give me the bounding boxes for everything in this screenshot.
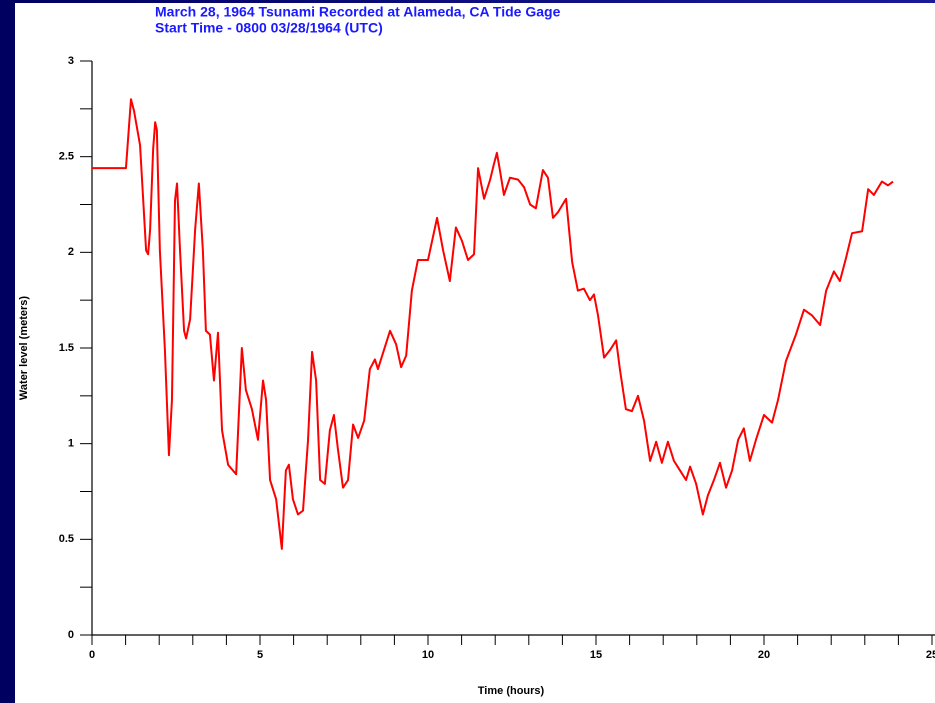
y-tick-label: 3 (68, 55, 74, 67)
y-tick-label: 0 (68, 629, 74, 641)
x-tick-label: 20 (758, 649, 770, 661)
data-line (92, 98, 894, 550)
x-tick-label: 25 (926, 649, 935, 661)
y-tick-label: 1 (68, 438, 74, 450)
x-axis-label: Time (hours) (478, 685, 545, 697)
y-tick-label: 0.5 (59, 533, 74, 545)
chart-title: March 28, 1964 Tsunami Recorded at Alame… (155, 4, 561, 20)
chart-subtitle: Start Time - 0800 03/28/1964 (UTC) (155, 20, 383, 36)
x-tick-label: 10 (422, 649, 434, 661)
y-tick-label: 1.5 (59, 342, 74, 354)
x-tick-label: 0 (89, 649, 95, 661)
y-tick-label: 2.5 (59, 151, 74, 163)
x-tick-label: 5 (257, 649, 263, 661)
y-axis-label: Water level (meters) (18, 296, 30, 400)
x-tick-label: 15 (590, 649, 602, 661)
y-tick-label: 2 (68, 246, 74, 258)
chart-background (15, 3, 935, 703)
